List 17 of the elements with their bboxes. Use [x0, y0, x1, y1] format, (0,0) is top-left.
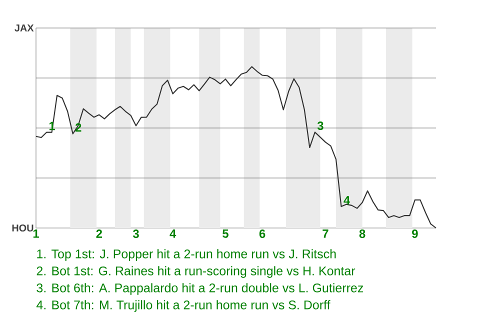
x-tick-label: 5 [222, 230, 228, 238]
x-tick-label: 8 [359, 230, 366, 238]
x-tick-label: 1 [33, 230, 39, 238]
text: 3. Bot 6th: A. Pappalardo hit a 2-run double vs L. Gutierrez [36, 283, 364, 295]
x-tick-label: 3 [132, 230, 139, 238]
x-tick-label: 9 [412, 230, 418, 238]
text: HOU [12, 224, 34, 232]
x-tick-label: 2 [96, 230, 102, 238]
text: JAX [14, 24, 34, 32]
text: 4. Bot 7th: M. Trujillo hit a 2-run home run vs S. Dorff [36, 300, 330, 312]
text: 2. Bot 1st: G. Raines hit a run-scoring single vs H. Kontar [36, 266, 356, 278]
text: 1. Top 1st: J. Popper hit a 2-run home run vs J. Ritsch [37, 249, 336, 261]
x-tick-label: 7 [322, 230, 328, 238]
annotation: 3 [317, 122, 324, 130]
x-tick-label: 6 [259, 230, 266, 238]
annotation: 4 [344, 196, 350, 204]
x-tick-label: 4 [170, 230, 176, 238]
